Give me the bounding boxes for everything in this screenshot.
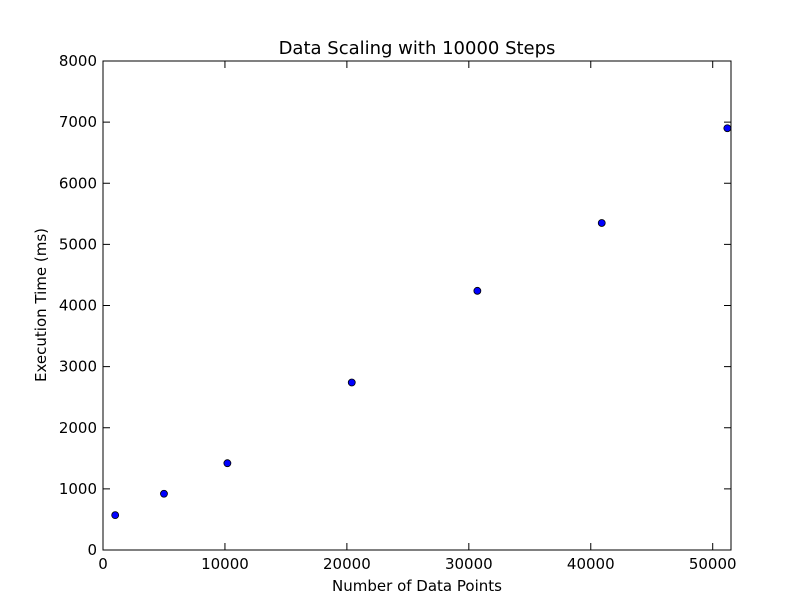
y-axis: 0 1000 2000 3000 4000 5000 6000 7000 8000 (59, 52, 731, 559)
y-tick-label: 8000 (59, 52, 97, 70)
y-tick-label: 2000 (59, 419, 97, 437)
x-tick-label: 40000 (567, 555, 615, 573)
chart-title: Data Scaling with 10000 Steps (279, 38, 556, 59)
scatter-point (160, 489, 168, 498)
y-tick-label: 7000 (59, 113, 97, 131)
y-axis-title: Execution Time (ms) (32, 228, 50, 382)
x-tick-label: 50000 (689, 555, 737, 573)
y-tick-label: 4000 (59, 297, 97, 315)
scatter-point (723, 124, 732, 133)
scatter-point (223, 459, 232, 468)
y-tick-label: 3000 (59, 358, 97, 376)
plot-area-frame (102, 60, 732, 551)
scatter-point (597, 219, 606, 227)
x-tick-label: 30000 (445, 555, 493, 573)
y-tick-label: 0 (87, 541, 97, 559)
y-tick-label: 1000 (59, 480, 97, 498)
y-tick-label: 5000 (59, 235, 97, 253)
x-axis: 0 10000 20000 30000 40000 50000 (98, 61, 737, 573)
data-points (111, 124, 732, 520)
x-axis-title: Number of Data Points (332, 577, 502, 595)
x-tick-label: 10000 (201, 555, 249, 573)
x-tick-label: 0 (98, 555, 108, 573)
x-tick-label: 20000 (323, 555, 371, 573)
scatter-point (111, 511, 120, 520)
scatter-point (347, 378, 356, 387)
scatter-point (473, 286, 482, 295)
y-tick-label: 6000 (59, 174, 97, 192)
